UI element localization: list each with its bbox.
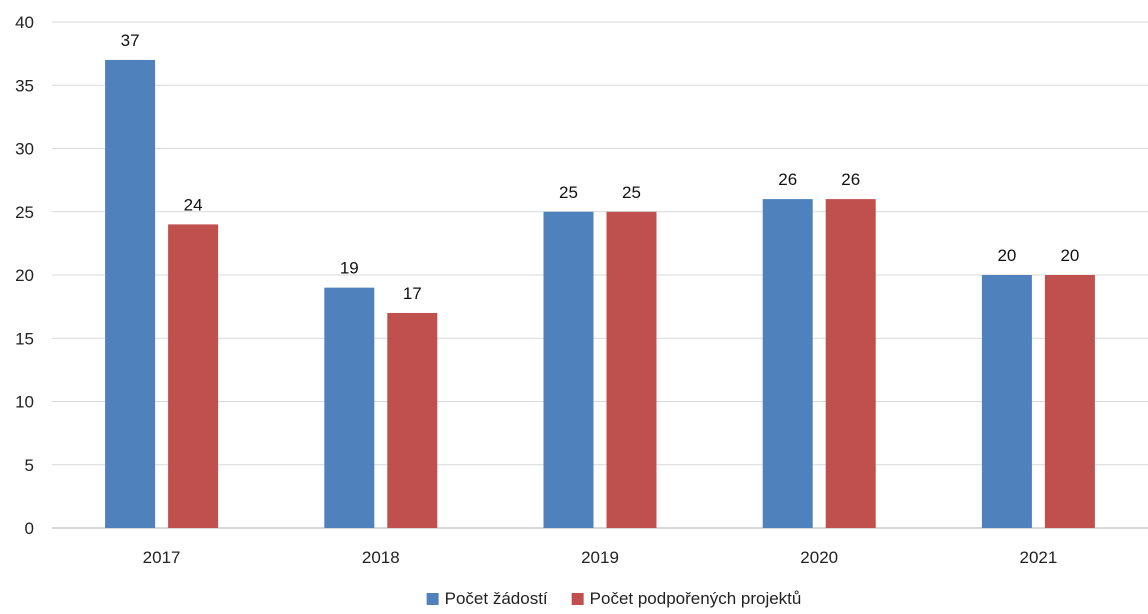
y-tick-label: 30 <box>15 140 34 159</box>
bar-pocet-podporenych-projektu-2017 <box>168 224 219 528</box>
data-label: 37 <box>121 31 140 50</box>
data-label: 25 <box>622 183 641 202</box>
bar-pocet-zadosti-2021 <box>981 275 1032 528</box>
x-tick-label: 2017 <box>143 548 181 567</box>
bar-pocet-zadosti-2017 <box>105 59 156 528</box>
legend-item-pocet-zadosti: Počet žádostí <box>426 589 548 608</box>
bar-pocet-zadosti-2018 <box>324 287 375 528</box>
bar-pocet-podporenych-projektu-2020 <box>825 199 876 528</box>
y-tick-label: 20 <box>15 266 34 285</box>
bar-pocet-podporenych-projektu-2019 <box>606 211 657 528</box>
legend: Počet žádostí Počet podpořených projektů <box>426 589 802 608</box>
bars <box>105 59 1095 528</box>
legend-swatch <box>571 593 584 605</box>
x-tick-label: 2018 <box>362 548 400 567</box>
data-label: 26 <box>778 170 797 189</box>
bar-pocet-podporenych-projektu-2018 <box>387 312 438 528</box>
x-tick-label: 2020 <box>800 548 838 567</box>
bar-pocet-podporenych-projektu-2021 <box>1044 275 1095 528</box>
y-tick-label: 10 <box>15 393 34 412</box>
legend-swatch <box>426 593 439 605</box>
data-label: 20 <box>997 246 1016 265</box>
y-tick-label: 0 <box>25 519 34 538</box>
gridlines <box>52 21 1148 529</box>
y-axis-tick-labels: 0 5 10 15 20 25 30 35 40 <box>15 13 34 538</box>
x-axis-tick-labels: 2017 2018 2019 2020 2021 <box>143 548 1058 567</box>
legend-label: Počet žádostí <box>445 589 548 608</box>
x-tick-label: 2019 <box>581 548 619 567</box>
x-tick-label: 2021 <box>1019 548 1057 567</box>
data-labels: 37 24 19 17 25 25 26 26 20 20 <box>121 31 1080 303</box>
y-tick-label: 35 <box>15 76 34 95</box>
data-label: 24 <box>184 195 203 214</box>
data-label: 20 <box>1060 246 1079 265</box>
data-label: 26 <box>841 170 860 189</box>
data-label: 19 <box>340 259 359 278</box>
data-label: 17 <box>403 284 422 303</box>
data-label: 25 <box>559 183 578 202</box>
y-tick-label: 25 <box>15 203 34 222</box>
legend-item-pocet-podporenych-projektu: Počet podpořených projektů <box>571 589 802 608</box>
bar-pocet-zadosti-2019 <box>543 211 594 528</box>
y-tick-label: 5 <box>25 456 34 475</box>
y-tick-label: 15 <box>15 329 34 348</box>
bar-pocet-zadosti-2020 <box>762 199 813 528</box>
legend-label: Počet podpořených projektů <box>590 589 802 608</box>
y-tick-label: 40 <box>15 13 34 32</box>
